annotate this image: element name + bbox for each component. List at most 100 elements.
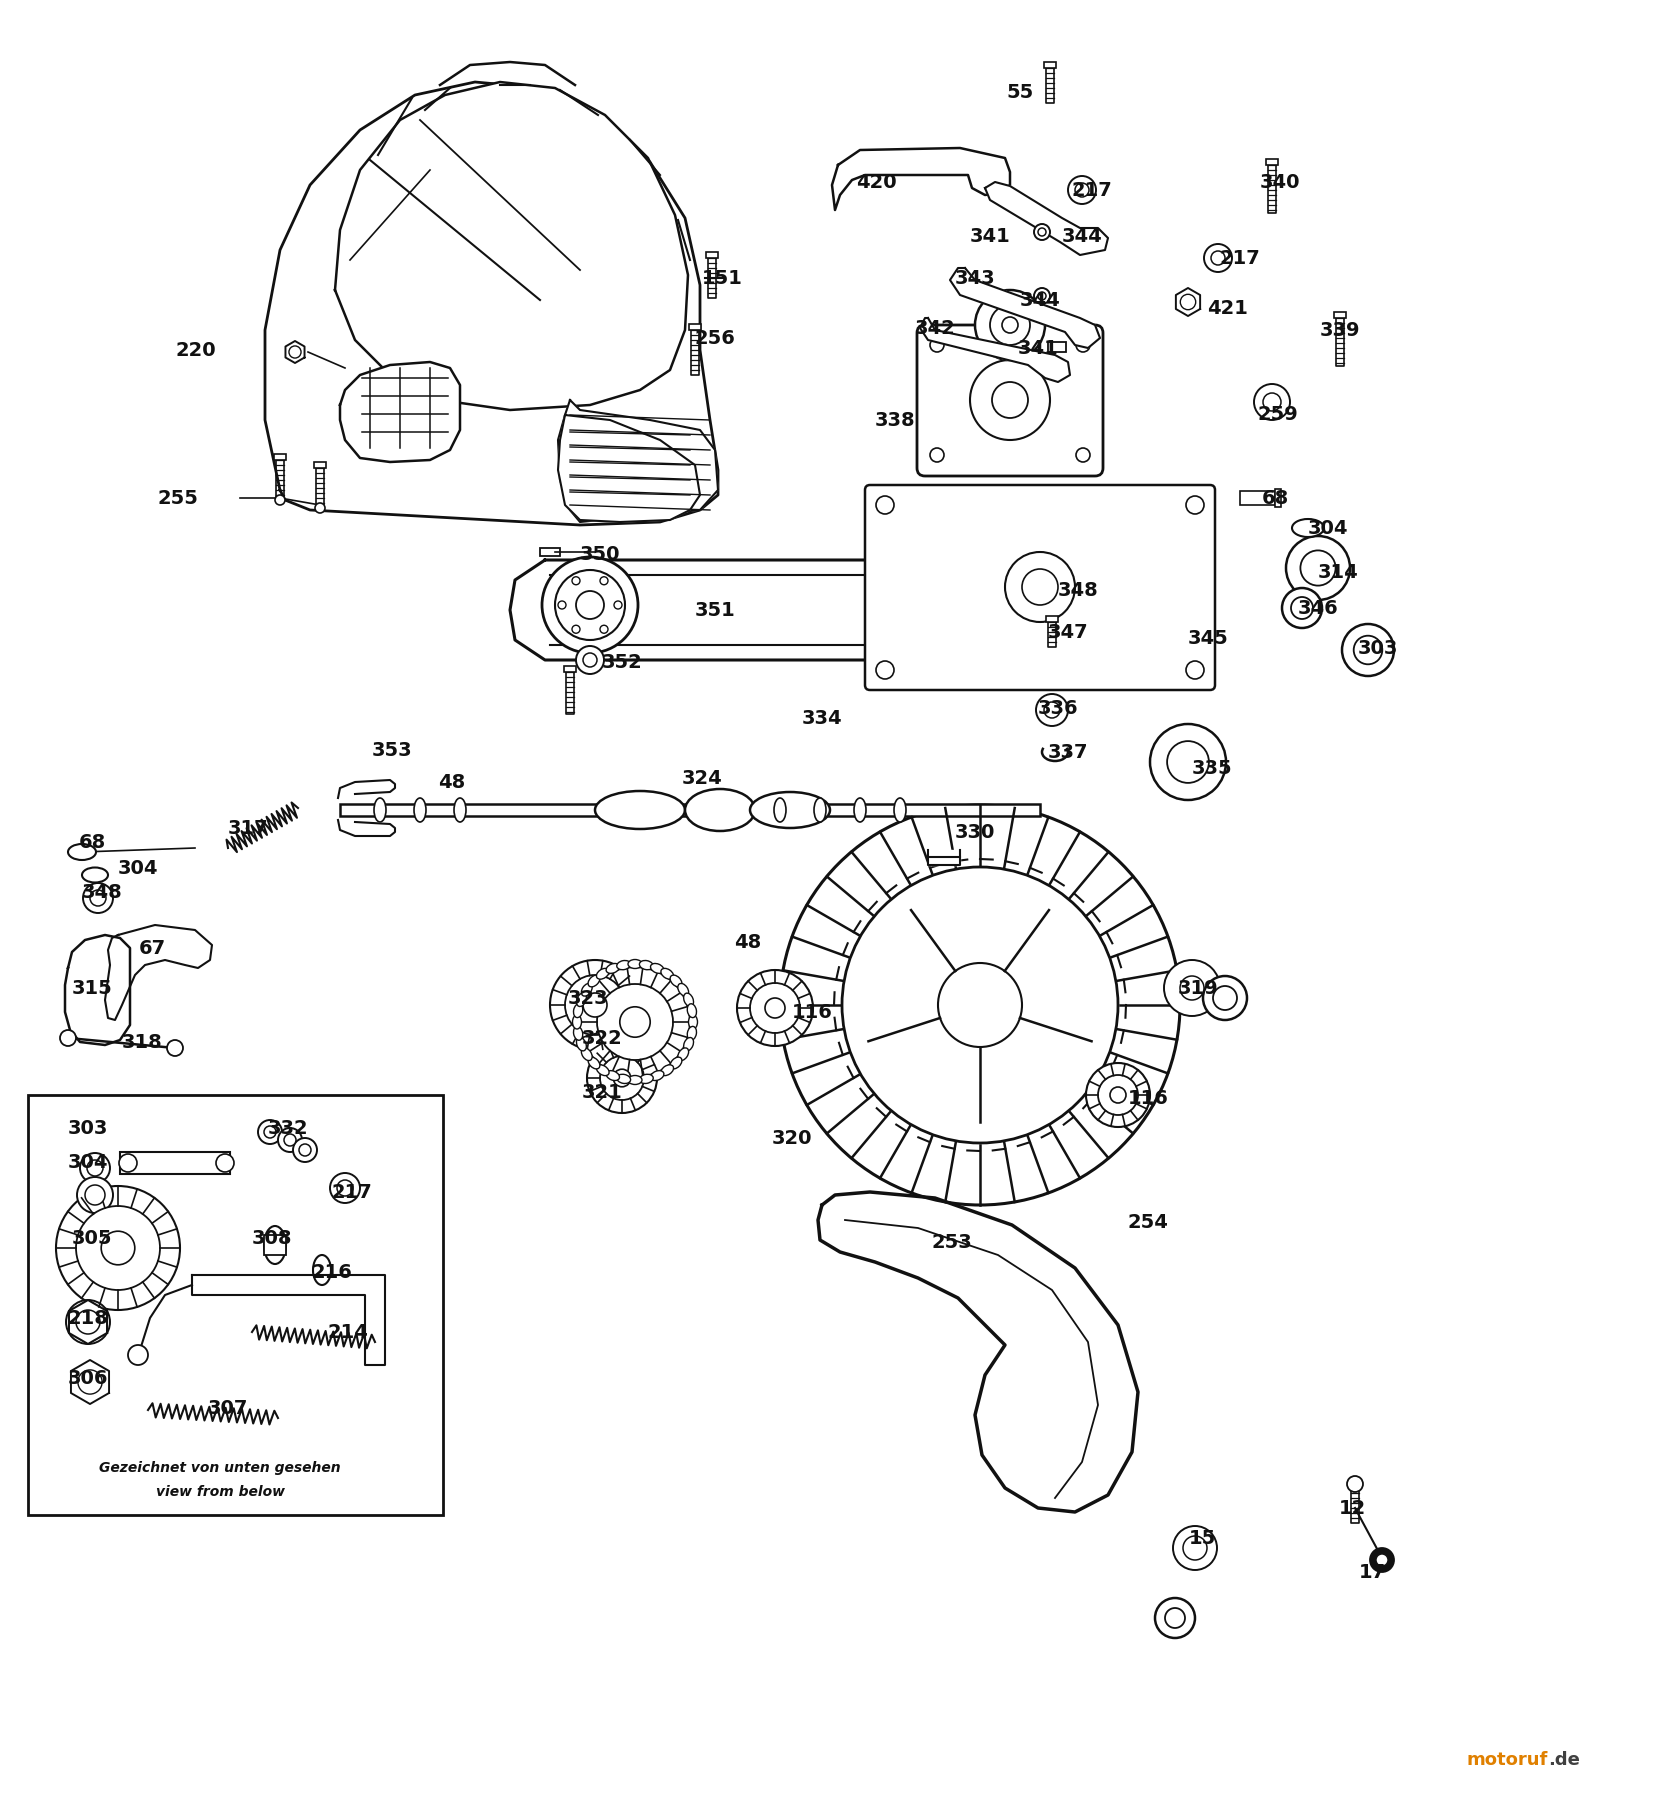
Text: 341: 341 bbox=[1017, 338, 1058, 358]
Ellipse shape bbox=[588, 1057, 599, 1069]
Text: 17: 17 bbox=[1358, 1562, 1385, 1582]
Circle shape bbox=[588, 1042, 656, 1112]
Text: 303: 303 bbox=[67, 1118, 107, 1138]
Text: 259: 259 bbox=[1258, 405, 1298, 425]
Text: 342: 342 bbox=[915, 319, 955, 338]
Circle shape bbox=[1347, 1476, 1363, 1492]
Ellipse shape bbox=[640, 1075, 653, 1084]
Bar bbox=[341, 805, 1039, 815]
Text: 48: 48 bbox=[734, 932, 762, 952]
Circle shape bbox=[542, 556, 638, 653]
Circle shape bbox=[1036, 695, 1068, 725]
Bar bbox=[29, 1094, 443, 1516]
Text: 304: 304 bbox=[118, 859, 158, 878]
Text: 67: 67 bbox=[138, 938, 166, 958]
Text: 332: 332 bbox=[267, 1118, 309, 1138]
Bar bbox=[119, 1152, 230, 1174]
Ellipse shape bbox=[855, 797, 866, 823]
Circle shape bbox=[289, 346, 301, 358]
Circle shape bbox=[991, 304, 1029, 346]
Circle shape bbox=[1006, 553, 1075, 623]
Text: 341: 341 bbox=[970, 227, 1011, 247]
Circle shape bbox=[86, 1184, 106, 1204]
Circle shape bbox=[294, 1138, 317, 1163]
Text: 217: 217 bbox=[332, 1183, 373, 1202]
Ellipse shape bbox=[574, 1004, 583, 1017]
Circle shape bbox=[1174, 1526, 1217, 1570]
Circle shape bbox=[930, 338, 944, 353]
Text: motoruf: motoruf bbox=[1467, 1751, 1548, 1769]
Text: 55: 55 bbox=[1006, 83, 1034, 101]
Circle shape bbox=[1038, 292, 1046, 301]
Ellipse shape bbox=[596, 968, 609, 979]
Bar bbox=[1241, 491, 1274, 506]
Ellipse shape bbox=[596, 1066, 609, 1076]
Circle shape bbox=[876, 497, 893, 515]
Circle shape bbox=[299, 1145, 311, 1156]
Text: 420: 420 bbox=[856, 173, 897, 193]
Circle shape bbox=[737, 970, 813, 1046]
Bar bbox=[688, 324, 702, 329]
Circle shape bbox=[1180, 293, 1195, 310]
Circle shape bbox=[766, 997, 786, 1019]
Ellipse shape bbox=[453, 797, 467, 823]
Ellipse shape bbox=[688, 1015, 697, 1030]
Circle shape bbox=[1164, 959, 1221, 1015]
Ellipse shape bbox=[687, 1026, 697, 1040]
Polygon shape bbox=[191, 1274, 384, 1364]
Bar bbox=[1348, 1481, 1362, 1489]
Circle shape bbox=[91, 889, 106, 905]
Ellipse shape bbox=[814, 797, 826, 823]
Polygon shape bbox=[71, 1361, 109, 1404]
Text: 330: 330 bbox=[955, 823, 996, 842]
Ellipse shape bbox=[312, 1255, 331, 1285]
Text: 335: 335 bbox=[1192, 758, 1232, 778]
Ellipse shape bbox=[581, 1048, 593, 1060]
Circle shape bbox=[1353, 635, 1382, 664]
Bar bbox=[1044, 61, 1056, 68]
Ellipse shape bbox=[687, 1004, 697, 1017]
Text: 314: 314 bbox=[1318, 562, 1358, 581]
Circle shape bbox=[65, 1300, 111, 1345]
Bar bbox=[541, 547, 561, 556]
Text: 322: 322 bbox=[581, 1028, 623, 1048]
Bar bbox=[264, 1235, 285, 1255]
Circle shape bbox=[930, 448, 944, 463]
Text: 315: 315 bbox=[72, 979, 112, 997]
Circle shape bbox=[573, 576, 579, 585]
Circle shape bbox=[81, 1154, 111, 1183]
Circle shape bbox=[1286, 536, 1350, 599]
Text: 352: 352 bbox=[601, 653, 643, 671]
Circle shape bbox=[1165, 1607, 1185, 1627]
Polygon shape bbox=[341, 362, 460, 463]
Polygon shape bbox=[950, 268, 1100, 347]
Text: 351: 351 bbox=[695, 601, 735, 619]
Text: 320: 320 bbox=[772, 1129, 813, 1148]
Circle shape bbox=[1180, 976, 1204, 1001]
Text: 253: 253 bbox=[932, 1233, 972, 1251]
Circle shape bbox=[576, 646, 604, 673]
Circle shape bbox=[128, 1345, 148, 1364]
Circle shape bbox=[557, 601, 566, 608]
Circle shape bbox=[284, 1134, 296, 1147]
Polygon shape bbox=[285, 340, 304, 364]
Circle shape bbox=[620, 1006, 650, 1037]
Text: 339: 339 bbox=[1320, 320, 1360, 340]
Text: 217: 217 bbox=[1219, 248, 1261, 268]
Ellipse shape bbox=[616, 961, 631, 970]
Circle shape bbox=[1098, 1075, 1138, 1114]
Ellipse shape bbox=[606, 963, 620, 974]
Circle shape bbox=[1076, 448, 1090, 463]
Circle shape bbox=[76, 1310, 101, 1334]
Ellipse shape bbox=[374, 797, 386, 823]
Circle shape bbox=[599, 576, 608, 585]
Text: 345: 345 bbox=[1187, 628, 1229, 648]
Circle shape bbox=[1002, 317, 1017, 333]
Circle shape bbox=[556, 571, 625, 641]
Circle shape bbox=[551, 959, 640, 1049]
Circle shape bbox=[583, 994, 608, 1017]
Ellipse shape bbox=[628, 1075, 641, 1084]
Text: 15: 15 bbox=[1189, 1528, 1216, 1548]
Text: 218: 218 bbox=[67, 1309, 109, 1328]
Circle shape bbox=[579, 967, 690, 1076]
